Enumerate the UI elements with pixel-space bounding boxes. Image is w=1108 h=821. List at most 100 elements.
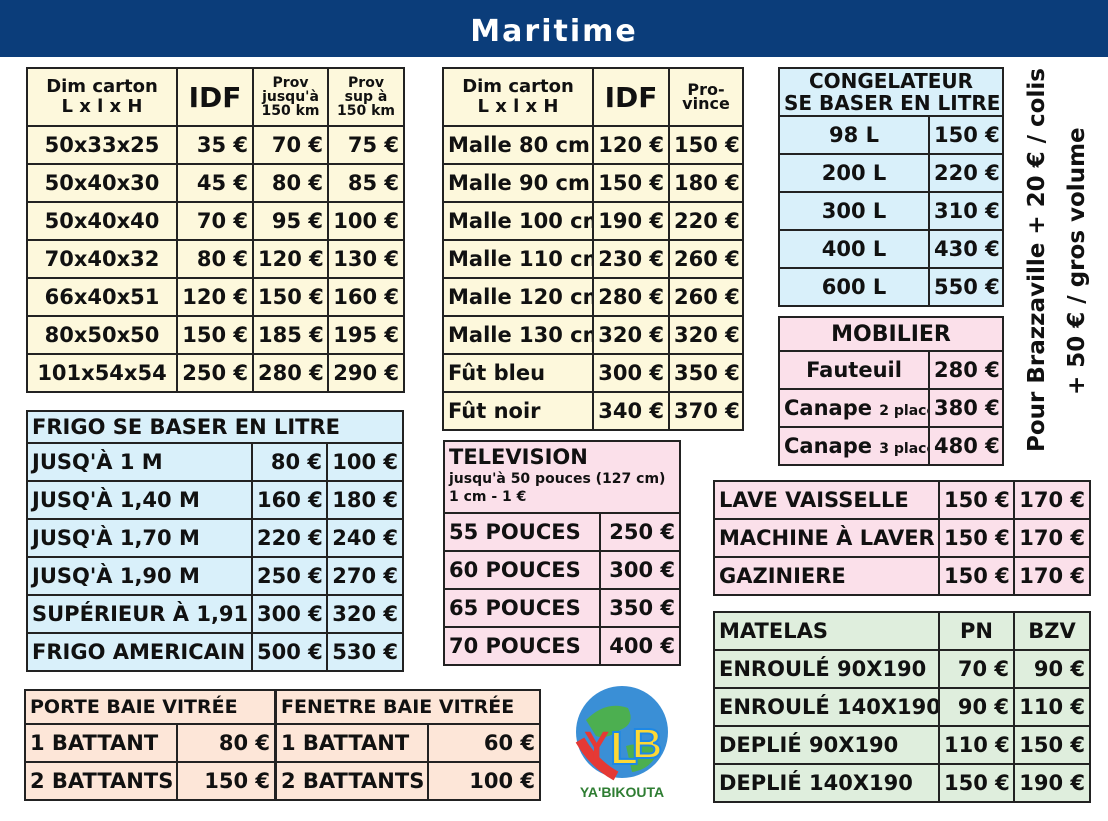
matelas-name: DEPLIÉ 90X190 (713, 725, 940, 765)
malle-idf-price: 320 € (592, 315, 670, 355)
electro-price-a: 150 € (938, 480, 1015, 520)
television-header: TELEVISION jusqu'à 50 pouces (127 cm) 1 … (442, 440, 682, 514)
television-table: TELEVISION jusqu'à 50 pouces (127 cm) 1 … (442, 440, 682, 666)
television-price: 250 € (598, 512, 682, 552)
congelateur-row: 300 L 310 € (778, 191, 1004, 231)
frigo-price-a: 220 € (251, 518, 328, 558)
svg-text:Y: Y (584, 725, 609, 767)
matelas-price-pn: 110 € (938, 725, 1015, 765)
porte-name: 2 BATTANTS (24, 761, 178, 801)
carton-idf-price: 35 € (176, 125, 254, 165)
frigo-row: JUSQ'À 1,70 M 220 €240 € (26, 518, 404, 558)
carton-prov2-price: 85 € (327, 163, 405, 203)
fenetre-row: 2 BATTANTS 100 € (275, 761, 542, 801)
fenetre-title: FENETRE BAIE VITRÉE (274, 689, 542, 725)
carton-row: 101x54x54 250 €280 €290 € (26, 353, 405, 393)
carton-idf-price: 250 € (176, 353, 254, 393)
malle-row: Malle 100 cm 190 €220 € (442, 201, 744, 241)
congelateur-price: 550 € (928, 267, 1004, 307)
malle-row: Malle 120 cm 280 €260 € (442, 277, 744, 317)
carton-idf-header: IDF (176, 67, 254, 127)
mobilier-price: 480 € (927, 426, 1005, 466)
malle-prov-price: 180 € (668, 163, 744, 203)
matelas-col-pn: PN (938, 611, 1015, 651)
electro-price-b: 170 € (1013, 518, 1091, 558)
television-row: 60 POUCES 300 € (443, 550, 682, 590)
matelas-price-bzv: 190 € (1013, 763, 1091, 803)
carton-prov1-price: 150 € (252, 277, 329, 317)
malle-prov-price: 260 € (668, 239, 744, 279)
television-price: 300 € (598, 550, 682, 590)
frigo-name: JUSQ'À 1,70 M (26, 518, 253, 558)
porte-name: 1 BATTANT (24, 723, 178, 763)
congelateur-size: 300 L (778, 191, 930, 231)
malle-row: Malle 80 cm 120 €150 € (442, 125, 744, 165)
television-size: 65 POUCES (443, 588, 601, 628)
fenetre-name: 2 BATTANTS (275, 761, 429, 801)
malle-prov-price: 220 € (668, 201, 744, 241)
carton-idf-price: 45 € (176, 163, 254, 203)
carton-size: 50x40x40 (26, 201, 178, 241)
logo-name: YA'BIKOUTA (579, 784, 665, 800)
carton-size: 70x40x32 (26, 239, 178, 279)
frigo-name: JUSQ'À 1 M (26, 442, 253, 482)
carton-idf-price: 80 € (176, 239, 254, 279)
mobilier-suffix: 2 places (879, 403, 927, 419)
matelas-price-bzv: 150 € (1013, 725, 1091, 765)
frigo-price-a: 500 € (251, 632, 328, 672)
carton-prov2-price: 290 € (327, 353, 405, 393)
frigo-price-b: 270 € (326, 556, 404, 596)
frigo-row: FRIGO AMERICAIN 500 €530 € (26, 632, 404, 672)
television-title: TELEVISION (449, 445, 588, 469)
fenetre-price: 100 € (426, 761, 542, 801)
mobilier-price: 380 € (927, 388, 1005, 428)
malle-row: Malle 130 cm 320 €320 € (442, 315, 744, 355)
porte-price: 150 € (176, 761, 276, 801)
logo-globe-icon: Y L B (575, 686, 668, 781)
malle-name: Fût noir (442, 391, 594, 431)
matelas-price-pn: 70 € (938, 649, 1015, 689)
fenetre-name: 1 BATTANT (275, 723, 429, 763)
congelateur-size: 200 L (778, 153, 930, 193)
frigo-name: FRIGO AMERICAIN (26, 632, 253, 672)
electro-price-a: 150 € (938, 518, 1015, 558)
carton-row: 70x40x32 80 €120 €130 € (26, 239, 405, 279)
frigo-price-b: 320 € (326, 594, 404, 634)
television-row: 55 POUCES 250 € (443, 512, 682, 552)
electro-table: LAVE VAISSELLE 150 €170 € MACHINE À LAVER 1… (713, 480, 1091, 596)
side-note: Pour Brazzaville + 20 € / colis + 50 € /… (1018, 68, 1098, 452)
mobilier-name: Canape 2 places (778, 388, 930, 428)
frigo-row: JUSQ'À 1 M 80 €100 € (26, 442, 404, 482)
frigo-price-b: 180 € (326, 480, 404, 520)
carton-prov2-header: Prov sup à 150 km (327, 67, 405, 127)
matelas-price-bzv: 110 € (1013, 687, 1091, 727)
carton-dim-header: Dim carton L x l x H (26, 67, 178, 127)
malle-prov-price: 320 € (668, 315, 744, 355)
malle-prov-price: 260 € (668, 277, 744, 317)
malle-idf-price: 190 € (592, 201, 670, 241)
carton-size: 66x40x51 (26, 277, 178, 317)
page-header: Maritime (0, 0, 1108, 57)
matelas-name: ENROULÉ 90X190 (713, 649, 940, 689)
carton-row: 50x40x40 70 €95 €100 € (26, 201, 405, 241)
mobilier-row: Canape 3 places480 € (778, 426, 1005, 466)
frigo-price-a: 80 € (251, 442, 328, 482)
fenetre-row: 1 BATTANT 60 € (275, 723, 542, 763)
matelas-price-pn: 90 € (938, 687, 1015, 727)
carton-prov1-price: 95 € (252, 201, 329, 241)
television-size: 70 POUCES (443, 626, 601, 666)
malle-name: Malle 130 cm (442, 315, 594, 355)
frigo-title: FRIGO SE BASER EN LITRE (26, 410, 404, 444)
frigo-price-b: 530 € (326, 632, 404, 672)
frigo-name: JUSQ'À 1,90 M (26, 556, 253, 596)
matelas-name: DEPLIÉ 140X190 (713, 763, 940, 803)
frigo-price-b: 240 € (326, 518, 404, 558)
malle-name: Malle 90 cm (442, 163, 594, 203)
carton-prov1-price: 80 € (252, 163, 329, 203)
fenetre-price: 60 € (426, 723, 542, 763)
porte-title: PORTE BAIE VITRÉE (24, 689, 276, 725)
television-row: 70 POUCES 400 € (443, 626, 682, 666)
television-price: 400 € (598, 626, 682, 666)
electro-price-a: 150 € (938, 556, 1015, 596)
